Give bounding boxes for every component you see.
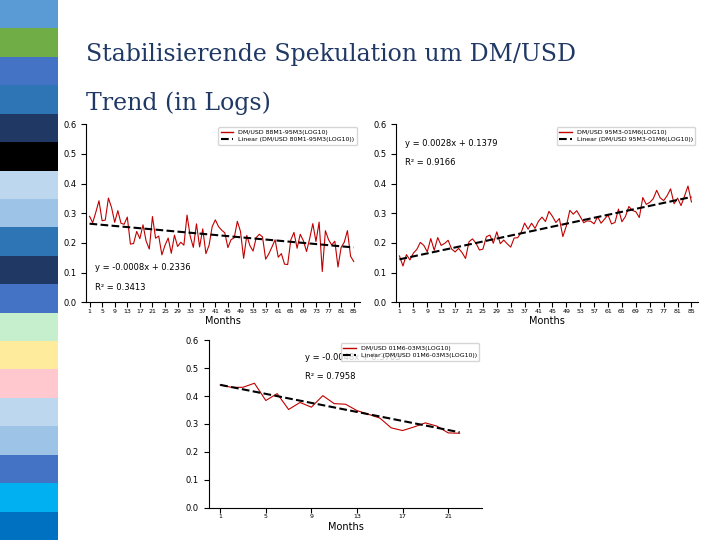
X-axis label: Months: Months xyxy=(529,316,565,326)
Text: Stabilisierende Spekulation um DM/USD: Stabilisierende Spekulation um DM/USD xyxy=(86,43,577,66)
Text: R² = 0.7958: R² = 0.7958 xyxy=(305,372,355,381)
Bar xyxy=(0,511,58,540)
X-axis label: Months: Months xyxy=(205,316,241,326)
Text: R² = 0.3413: R² = 0.3413 xyxy=(94,283,145,292)
Text: R² = 0.9166: R² = 0.9166 xyxy=(405,158,456,167)
Legend: DM/USD 95M3-01M6(LOG10), Linear (DM/USD 95M3-01M6(LOG10)): DM/USD 95M3-01M6(LOG10), Linear (DM/USD … xyxy=(557,127,696,145)
Bar xyxy=(0,171,58,199)
Text: y = -0.0008x + 0.2336: y = -0.0008x + 0.2336 xyxy=(94,264,190,272)
Bar xyxy=(0,29,58,57)
Bar xyxy=(0,199,58,227)
Bar xyxy=(0,341,58,369)
Text: y = -0.0048x + 0.3703: y = -0.0048x + 0.3703 xyxy=(305,353,400,362)
Bar xyxy=(0,455,58,483)
Bar xyxy=(0,57,58,85)
Legend: DM/USD 88M1-95M3(LOG10), Linear (DM/USD 80M1-95M3(LOG10)): DM/USD 88M1-95M3(LOG10), Linear (DM/USD … xyxy=(218,127,357,145)
Bar xyxy=(0,85,58,114)
Legend: DM/USD 01M6-03M3(LOG10), Linear (DM/USD 01M6-03M3(LOG10)): DM/USD 01M6-03M3(LOG10), Linear (DM/USD … xyxy=(341,343,480,361)
Bar xyxy=(0,142,58,171)
Bar xyxy=(0,284,58,313)
Bar xyxy=(0,227,58,256)
Bar xyxy=(0,256,58,284)
Bar xyxy=(0,0,58,29)
X-axis label: Months: Months xyxy=(328,522,364,531)
Bar xyxy=(0,313,58,341)
Bar xyxy=(0,369,58,398)
Bar xyxy=(0,483,58,511)
Text: y = 0.0028x + 0.1379: y = 0.0028x + 0.1379 xyxy=(405,139,498,147)
Bar xyxy=(0,398,58,426)
Bar xyxy=(0,114,58,142)
Text: Trend (in Logs): Trend (in Logs) xyxy=(86,92,271,116)
Bar xyxy=(0,426,58,455)
